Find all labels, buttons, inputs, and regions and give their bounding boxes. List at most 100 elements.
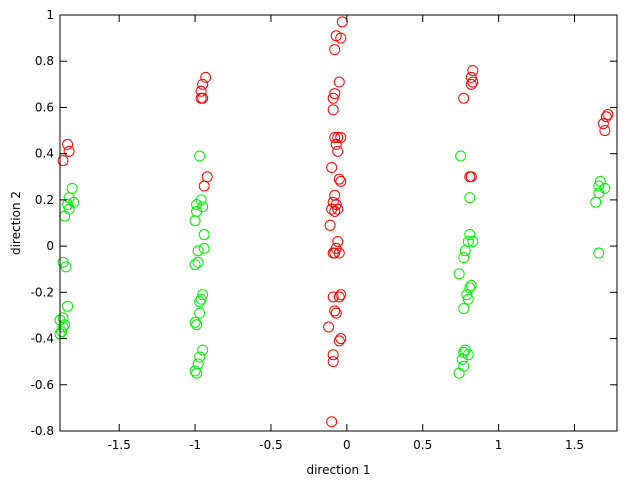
data-point <box>461 289 473 301</box>
x-tick-label: -0.5 <box>259 438 282 452</box>
data-point <box>326 162 338 174</box>
data-point <box>62 138 74 150</box>
data-point <box>198 229 210 241</box>
data-point <box>333 335 345 347</box>
data-point <box>593 180 605 192</box>
data-point <box>330 307 342 319</box>
data-point <box>455 150 467 162</box>
data-point <box>192 256 204 268</box>
data-point <box>63 145 75 157</box>
data-point <box>333 247 345 259</box>
data-point <box>467 76 479 88</box>
y-tick-label: -0.6 <box>31 378 54 392</box>
data-point <box>465 71 477 83</box>
data-point <box>453 268 465 280</box>
data-point <box>458 303 470 315</box>
data-point <box>332 145 344 157</box>
data-point <box>62 199 74 211</box>
data-point <box>189 365 201 377</box>
y-axis: -0.8 -0.6 -0.4 -0.2 0 0.2 0.4 0.6 0.8 1 <box>31 8 617 438</box>
x-tick-label: 1.5 <box>565 438 584 452</box>
data-point <box>332 131 344 143</box>
data-point <box>335 175 347 187</box>
data-point <box>327 104 339 116</box>
data-point <box>602 108 614 120</box>
data-point <box>464 282 476 294</box>
data-point <box>329 88 341 100</box>
data-point <box>194 150 206 162</box>
x-tick-label: 0 <box>343 438 351 452</box>
y-tick-label: 0.2 <box>35 193 54 207</box>
data-point <box>590 196 602 208</box>
data-point <box>327 92 339 104</box>
data-point <box>329 205 341 217</box>
data-point <box>332 235 344 247</box>
y-tick-label: -0.2 <box>31 285 54 299</box>
data-point <box>192 358 204 370</box>
data-point <box>57 312 69 324</box>
data-point <box>456 353 468 365</box>
x-tick-label: -1.5 <box>107 438 130 452</box>
data-point <box>195 293 207 305</box>
data-point <box>189 215 201 227</box>
data-point <box>327 291 339 303</box>
data-point <box>57 321 69 333</box>
data-point <box>194 351 206 363</box>
data-point <box>593 247 605 259</box>
x-tick-label: -1 <box>189 438 201 452</box>
data-point <box>197 344 209 356</box>
x-tick-label: 1 <box>495 438 503 452</box>
data-point <box>62 300 74 312</box>
data-points <box>54 16 614 428</box>
data-point <box>329 247 341 259</box>
data-point <box>198 242 210 254</box>
data-point <box>329 131 341 143</box>
data-point <box>329 305 341 317</box>
data-point <box>333 76 345 88</box>
data-point <box>462 293 474 305</box>
data-point <box>197 289 209 301</box>
data-point <box>191 199 203 211</box>
data-point <box>198 180 210 192</box>
data-point <box>326 416 338 428</box>
data-point <box>327 349 339 361</box>
y-tick-label: -0.8 <box>31 424 54 438</box>
data-point <box>57 155 69 167</box>
data-point <box>458 252 470 264</box>
y-tick-label: 0 <box>46 239 54 253</box>
x-tick-label: 0.5 <box>413 438 432 452</box>
data-point <box>200 71 212 83</box>
data-point <box>333 173 345 185</box>
data-point <box>459 245 471 257</box>
data-point <box>330 138 342 150</box>
data-point <box>192 245 204 257</box>
data-point <box>329 189 341 201</box>
x-axis-title: direction 1 <box>306 463 370 477</box>
data-point <box>194 296 206 308</box>
data-point <box>464 171 476 183</box>
data-point <box>465 78 477 90</box>
y-tick-label: 0.8 <box>35 54 54 68</box>
y-tick-label: 1 <box>46 8 54 22</box>
y-tick-label: 0.4 <box>35 147 54 161</box>
data-point <box>464 192 476 204</box>
data-point <box>191 319 203 331</box>
data-point <box>599 125 611 137</box>
data-point <box>324 219 336 231</box>
x-axis: -1.5 -1 -0.5 0 0.5 1 1.5 <box>107 15 584 452</box>
data-point <box>465 279 477 291</box>
y-tick-label: 0.6 <box>35 100 54 114</box>
data-point <box>191 367 203 379</box>
plot-frame <box>59 14 618 432</box>
data-point <box>197 78 209 90</box>
data-point <box>335 32 347 44</box>
y-tick-label: -0.4 <box>31 332 54 346</box>
data-point <box>326 203 338 215</box>
data-point <box>453 367 465 379</box>
data-point <box>323 321 335 333</box>
data-point <box>56 326 68 338</box>
data-point <box>189 259 201 271</box>
data-point <box>195 85 207 97</box>
